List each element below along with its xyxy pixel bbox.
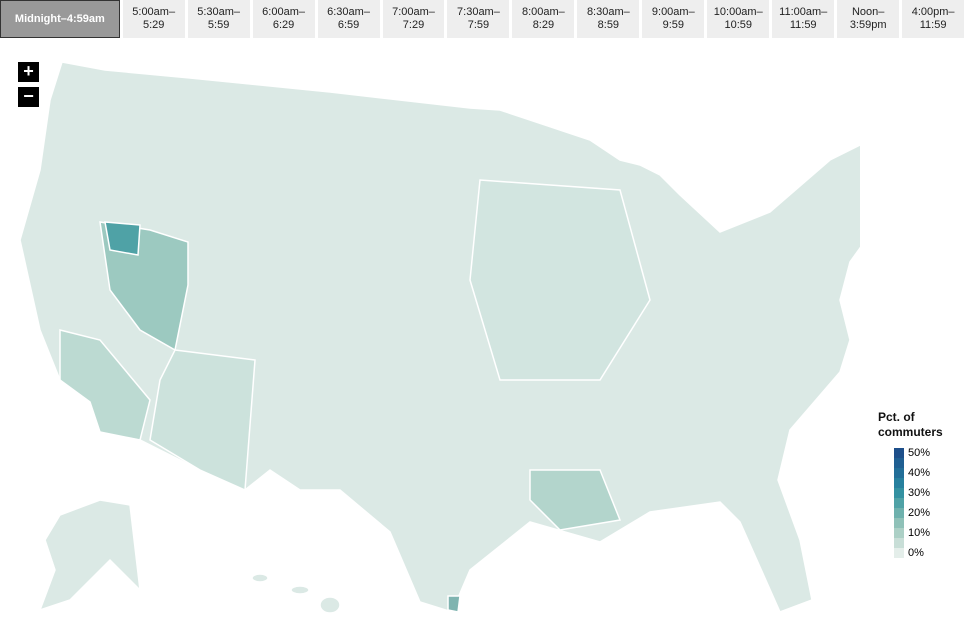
legend-swatch [894,508,904,518]
tab-label: 6:59 [337,19,360,31]
tab-label: 5:00am– [132,6,176,18]
idaho-region [104,221,141,256]
legend-swatch [894,548,904,558]
tab-label: 5:30am– [197,6,241,18]
tab-label: Noon–3:59pm [849,6,887,31]
legend-swatch [894,468,904,478]
legend-swatch [894,528,904,538]
tab-label: 5:59 [207,19,230,31]
time-tab[interactable]: 6:30am– 6:59 [317,0,380,38]
legend-label: 0% [908,547,924,559]
time-tabs: Midnight–4:59am 5:00am– 5:29 5:30am– 5:59 6:0… [0,0,964,38]
legend-swatch [894,538,904,548]
midwest-region [469,179,651,381]
tab-label: 5:29 [142,19,165,31]
legend-swatch [894,478,904,488]
tab-label: 7:29 [402,19,425,31]
legend-label: 40% [908,467,930,479]
tab-label: 11:59 [789,19,817,31]
legend-label: 50% [908,447,930,459]
legend-swatch [894,518,904,528]
california-region [59,329,151,441]
tab-label: 10:59 [724,19,753,31]
time-tab[interactable]: 8:00am– 8:29 [512,0,575,38]
legend-swatch [894,458,904,468]
tab-label: 9:59 [662,19,685,31]
tab-label: 8:30am– [586,6,630,18]
nevada-region [99,221,189,352]
time-tab[interactable]: 5:30am– 5:59 [187,0,250,38]
legend-label: 20% [908,507,930,519]
zoom-out[interactable]: − [18,87,39,107]
tab-label: 7:30am– [457,6,500,18]
time-tab[interactable]: 9:00am– 9:59 [642,0,705,38]
time-tab[interactable]: 7:30am– 7:59 [447,0,510,38]
legend-title: Pct. of commuters [878,410,943,439]
time-tab[interactable]: 5:00am– 5:29 [122,0,185,38]
tab-label: 7:00am– [392,6,435,18]
time-tab[interactable]: 7:00am– 7:29 [382,0,445,38]
hawaii [290,585,310,595]
time-tab[interactable]: Midnight–4:59am [0,0,120,38]
tab-label: 4:00pm–11:59 [911,6,955,31]
legend-label: 30% [908,487,930,499]
tab-label: 6:30am– [327,6,370,18]
tab-label: 7:59 [467,19,490,31]
hawaii [251,573,269,583]
contiguous-us [19,61,860,613]
tab-label: 6:00am– [262,6,305,18]
louisiana-region [529,469,622,531]
arizona-region [149,349,256,492]
tab-label: Midnight–4:59am [14,12,105,25]
hawaii [319,596,341,614]
time-tab[interactable]: 11:00am– 11:59 [772,0,835,38]
tab-label: 10:00am– [713,6,763,18]
legend-label: 10% [908,527,930,539]
tab-label: 9:00am– [651,6,695,18]
time-tab[interactable]: 6:00am– 6:29 [252,0,315,38]
tab-label: 8:59 [597,19,620,31]
map [19,61,860,614]
time-tab[interactable]: Noon–3:59pm [837,0,900,38]
time-tab[interactable]: 10:00am– 10:59 [707,0,770,38]
tab-label: 8:29 [532,19,555,31]
zoom-in[interactable]: + [18,62,39,82]
legend-scale: 50% 40% 30% 20% 10% 0% [894,447,930,559]
legend-swatch [894,488,904,498]
tab-label: 8:00am– [521,6,565,18]
time-tab[interactable]: 4:00pm–11:59 [902,0,964,38]
tab-label: 11:00am– [779,6,828,18]
legend-swatch [894,498,904,508]
alaska [38,499,141,612]
texas-south [447,595,461,613]
legend-swatch [894,448,904,458]
tab-label: 6:29 [272,19,295,31]
legend: Pct. of commuters 50% 40% 30% 20% 10% 0% [878,410,958,603]
time-tab[interactable]: 8:30am– 8:59 [577,0,640,38]
